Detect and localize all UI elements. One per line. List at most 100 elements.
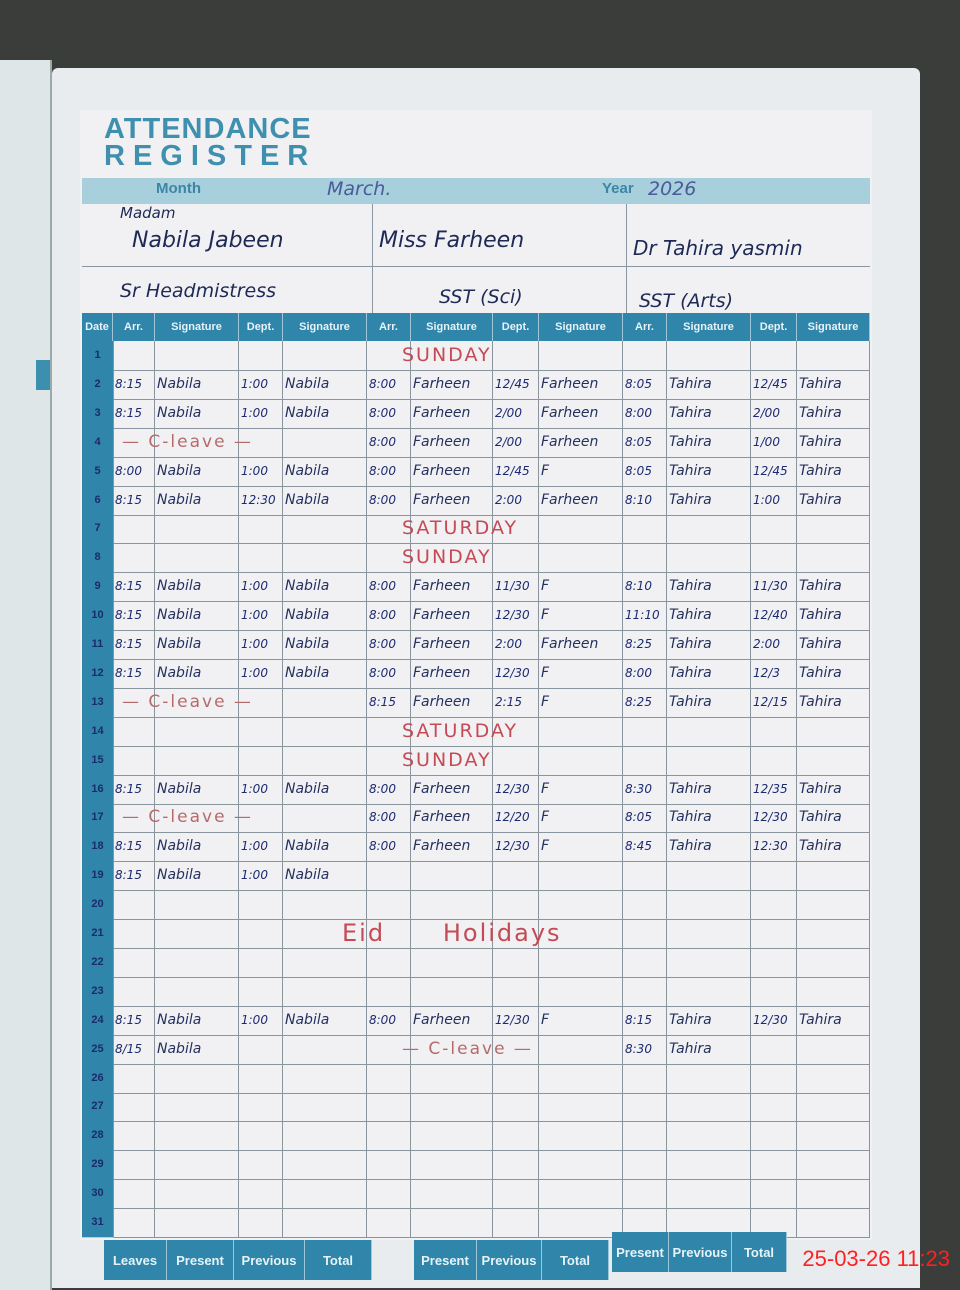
signature-cell: Farheen bbox=[539, 427, 623, 457]
footer-totals-c: Present Previous Total bbox=[612, 1232, 787, 1272]
staff-name-1: Madam Nabila Jabeen bbox=[114, 204, 372, 266]
signature-cell bbox=[411, 1208, 493, 1237]
time-cell bbox=[493, 1179, 539, 1209]
time-cell bbox=[623, 976, 667, 1006]
signature-cell bbox=[797, 341, 870, 370]
signature-cell bbox=[797, 919, 870, 948]
footer-leaves-label: Leaves bbox=[104, 1240, 167, 1280]
time-cell bbox=[113, 1208, 155, 1237]
table-row: 21 Eid Holidays bbox=[82, 919, 870, 949]
date-cell: 5 bbox=[82, 456, 114, 487]
time-cell: 1:00 bbox=[239, 774, 283, 804]
footer-present-label: Present bbox=[167, 1240, 234, 1280]
table-row: 6 8:15 Nabila 12:30 Nabila 8:00 Farheen 2:00 Far… bbox=[82, 485, 870, 516]
time-cell bbox=[239, 976, 283, 1006]
signature-cell: Nabila bbox=[155, 774, 239, 804]
time-cell bbox=[367, 1121, 411, 1151]
time-cell: 8:00 bbox=[367, 572, 411, 602]
time-cell bbox=[493, 514, 539, 544]
signature-cell bbox=[667, 1063, 751, 1093]
signature-cell bbox=[797, 890, 870, 920]
month-label: Month bbox=[156, 180, 201, 197]
signature-cell: Tahira bbox=[667, 456, 751, 486]
time-cell bbox=[239, 543, 283, 573]
signature-cell: F bbox=[539, 601, 623, 631]
designation: SST (Sci) bbox=[439, 286, 523, 308]
time-cell bbox=[751, 1121, 797, 1151]
time-cell bbox=[113, 745, 155, 775]
time-cell bbox=[751, 341, 797, 370]
signature-cell: F bbox=[539, 658, 623, 688]
signature-cell: Farheen bbox=[539, 485, 623, 515]
time-cell: 2:00 bbox=[751, 630, 797, 659]
signature-cell bbox=[539, 976, 623, 1006]
table-row: 15 SUNDAY bbox=[82, 745, 870, 776]
table-row: 1 SUNDAY bbox=[82, 341, 870, 371]
time-cell: 12/30 bbox=[493, 1005, 539, 1035]
time-cell: 12/30 bbox=[493, 601, 539, 631]
time-cell: 1:00 bbox=[239, 601, 283, 631]
left-page-tab bbox=[36, 360, 50, 390]
time-cell bbox=[113, 919, 155, 948]
time-cell bbox=[239, 919, 283, 948]
time-cell bbox=[623, 745, 667, 775]
time-cell bbox=[751, 514, 797, 544]
time-cell bbox=[113, 427, 155, 457]
time-cell bbox=[751, 861, 797, 891]
time-cell bbox=[239, 803, 283, 833]
time-cell: 12/45 bbox=[751, 369, 797, 399]
signature-cell bbox=[283, 745, 367, 775]
time-cell: 2/00 bbox=[493, 427, 539, 457]
time-cell: 8:15 bbox=[113, 485, 155, 515]
signature-cell bbox=[155, 1150, 239, 1180]
column-header-arr: Arr. bbox=[623, 313, 667, 341]
signature-cell: Nabila bbox=[155, 398, 239, 428]
camera-timestamp: 25-03-26 11:23 bbox=[802, 1246, 950, 1271]
time-cell bbox=[367, 745, 411, 775]
time-cell: 1:00 bbox=[239, 1005, 283, 1035]
date-cell: 18 bbox=[82, 832, 114, 863]
time-cell: 8:00 bbox=[113, 456, 155, 486]
time-cell: 11/30 bbox=[493, 572, 539, 602]
time-cell: 8:00 bbox=[367, 803, 411, 833]
signature-cell bbox=[283, 1034, 367, 1064]
signature-cell: Farheen bbox=[411, 630, 493, 659]
time-cell bbox=[113, 716, 155, 746]
signature-cell: Tahira bbox=[797, 774, 870, 804]
signature-cell bbox=[155, 1121, 239, 1151]
table-row: 9 8:15 Nabila 1:00 Nabila 8:00 Farheen 11/30 F 8:… bbox=[82, 572, 870, 603]
time-cell: 12/45 bbox=[493, 456, 539, 486]
time-cell: 12/30 bbox=[493, 774, 539, 804]
signature-cell bbox=[411, 1092, 493, 1122]
time-cell: 12/45 bbox=[751, 456, 797, 486]
time-cell bbox=[367, 341, 411, 370]
table-row: 22 bbox=[82, 947, 870, 978]
time-cell bbox=[239, 745, 283, 775]
signature-cell: Tahira bbox=[667, 803, 751, 833]
column-header-arr: Arr. bbox=[113, 313, 155, 341]
time-cell bbox=[623, 1092, 667, 1122]
time-cell: 12:30 bbox=[239, 485, 283, 515]
table-row: 28 bbox=[82, 1121, 870, 1152]
signature-cell bbox=[539, 514, 623, 544]
signature-cell: F bbox=[539, 774, 623, 804]
table-row: 7 SATURDAY bbox=[82, 514, 870, 545]
signature-cell bbox=[411, 861, 493, 891]
signature-cell: Tahira bbox=[797, 658, 870, 688]
time-cell: 2:00 bbox=[493, 485, 539, 515]
signature-cell: Tahira bbox=[797, 630, 870, 659]
table-row: 30 bbox=[82, 1179, 870, 1210]
signature-cell: Nabila bbox=[283, 398, 367, 428]
signature-cell: Farheen bbox=[539, 630, 623, 659]
signature-cell bbox=[283, 976, 367, 1006]
time-cell bbox=[367, 1034, 411, 1064]
time-cell bbox=[493, 1063, 539, 1093]
signature-cell bbox=[667, 947, 751, 977]
signature-cell bbox=[411, 1034, 493, 1064]
signature-cell bbox=[539, 543, 623, 573]
name-prefix: Madam bbox=[120, 204, 176, 222]
time-cell: 8:15 bbox=[113, 774, 155, 804]
time-cell: 8:15 bbox=[113, 832, 155, 862]
time-cell bbox=[751, 1092, 797, 1122]
signature-cell bbox=[667, 543, 751, 573]
